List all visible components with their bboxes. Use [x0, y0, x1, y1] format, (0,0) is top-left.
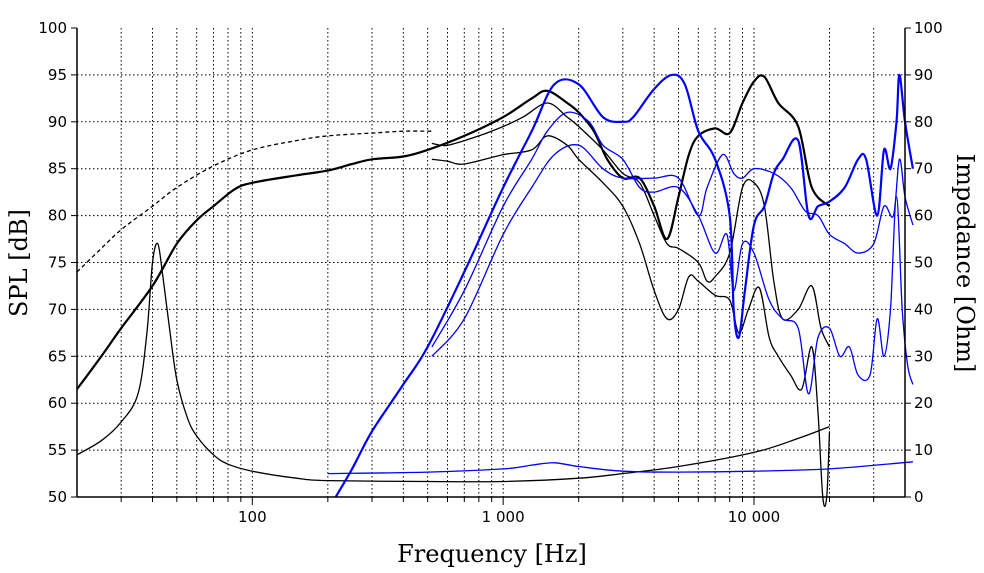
y2-tick-label: 0 — [914, 488, 924, 506]
y-axis-label: SPL [dB] — [5, 209, 33, 317]
y-tick-label: 55 — [48, 441, 67, 459]
y-tick-label: 100 — [38, 19, 67, 37]
y2-tick-label: 70 — [914, 160, 933, 178]
series-spl-tweeter-on-axis — [334, 73, 914, 498]
series-spl-woofer-simulated — [76, 130, 432, 273]
y-tick-label: 85 — [48, 160, 67, 178]
y-tick-label: 90 — [48, 113, 67, 131]
y-tick-label: 95 — [48, 66, 67, 84]
x-axis-label: Frequency [Hz] — [397, 540, 587, 568]
series-impedance-woofer — [76, 242, 830, 483]
y-tick-label: 80 — [48, 207, 67, 225]
y2-tick-label: 80 — [914, 113, 933, 131]
series-spl-on-axis — [76, 74, 831, 390]
y2-tick-label: 60 — [914, 207, 933, 225]
curves — [76, 73, 914, 508]
y2-tick-label: 40 — [914, 300, 933, 318]
y-tick-label: 75 — [48, 254, 67, 272]
x-tick-label: 10 000 — [728, 508, 781, 526]
y2-axis-label: Impedance [Ohm] — [951, 154, 979, 373]
y2-tick-label: 10 — [914, 441, 933, 459]
y2-tick-label: 30 — [914, 347, 933, 365]
y-tick-label: 65 — [48, 347, 67, 365]
series-spl-30deg — [431, 102, 831, 348]
y2-tick-label: 20 — [914, 394, 933, 412]
series-spl-tweeter-30deg — [431, 111, 914, 395]
plot-frame — [71, 27, 911, 505]
y2-tick-label: 90 — [914, 66, 933, 84]
y2-tick-label: 100 — [914, 19, 943, 37]
y-tick-label: 70 — [48, 300, 67, 318]
y-tick-label: 50 — [48, 488, 67, 506]
series-spl-60deg — [431, 135, 831, 508]
tick-labels: 50 55 60 65 70 75 80 85 90 95 100 0 10 20 30 40 50 60 70 80… — [38, 19, 942, 526]
series-impedance-tweeter — [327, 461, 913, 475]
series-spl-tweeter-60deg — [431, 144, 914, 357]
y-tick-label: 60 — [48, 394, 67, 412]
y2-tick-label: 50 — [914, 254, 933, 272]
x-tick-label: 1 000 — [482, 508, 525, 526]
x-tick-label: 100 — [238, 508, 267, 526]
